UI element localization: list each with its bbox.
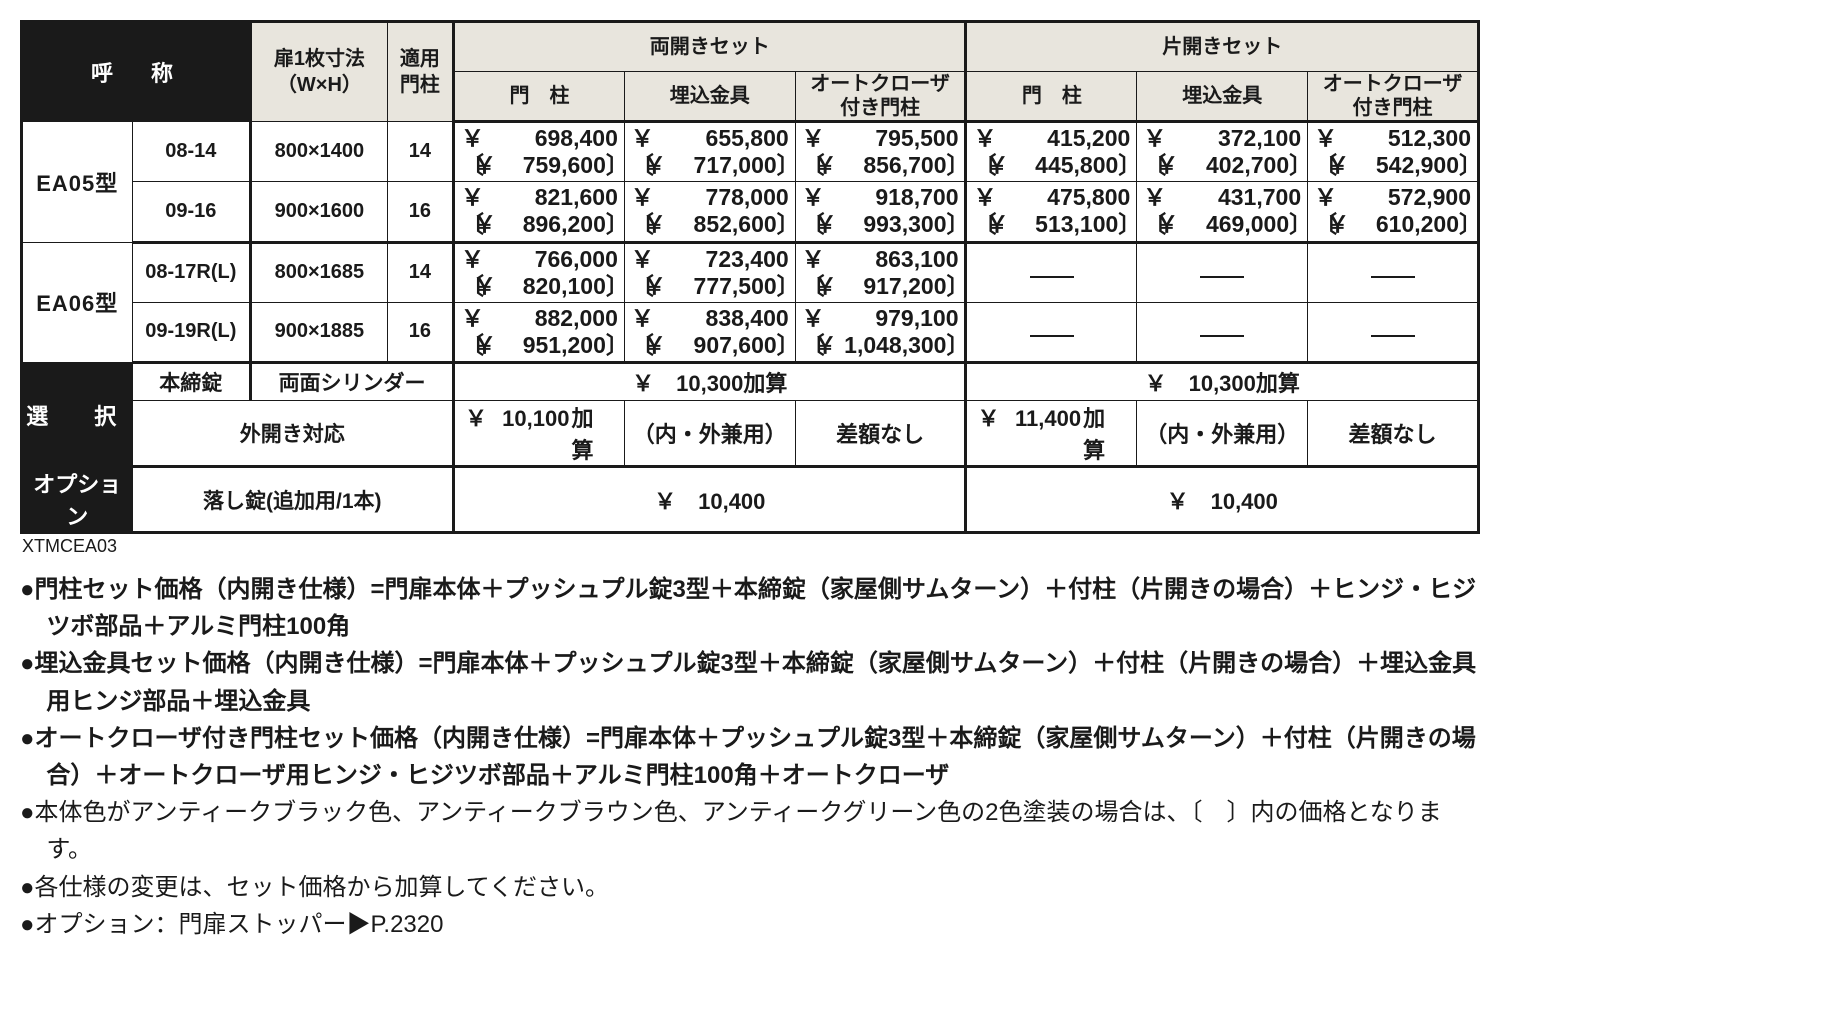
note-3: ●本体色がアンティークブラック色、アンティークブラウン色、アンティークグリーン色… [20, 794, 1480, 868]
price-0-1-4: ￥431,700〔￥469,000〕 [1137, 182, 1308, 242]
price-0-0-2: ￥795,500〔￥856,700〕 [795, 122, 966, 182]
pillar-1-0: 14 [387, 242, 453, 302]
select-d-auto: 差額なし [795, 401, 966, 467]
product-code: XTMCEA03 [22, 536, 1814, 557]
size-0-1: 09-16 [132, 182, 251, 242]
select-add-single: ￥ 10,300加算 [966, 363, 1479, 401]
price-0-1-3: ￥475,800〔￥513,100〕 [966, 182, 1137, 242]
dash [1308, 242, 1479, 302]
price-1-1-1: ￥838,400〔￥907,600〕 [624, 302, 795, 362]
dim-1-1: 900×1885 [251, 302, 388, 362]
hdr-d-pillar: 門 柱 [454, 72, 625, 122]
size-0-0: 08-14 [132, 122, 251, 182]
option-price-double: ￥ 10,400 [454, 467, 966, 533]
option-price-single: ￥ 10,400 [966, 467, 1479, 533]
price-0-0-4: ￥372,100〔￥402,700〕 [1137, 122, 1308, 182]
pillar-1-1: 16 [387, 302, 453, 362]
model-ea06: EA06型 [22, 242, 133, 363]
select-cylinder: 両面シリンダー [251, 363, 454, 401]
note-1: ●埋込金具セット価格（内開き仕様）=門扉本体＋プッシュプル錠3型＋本締錠（家屋側… [20, 645, 1480, 719]
dash [1137, 302, 1308, 362]
price-1-1-2: ￥979,100〔￥1,048,300〕 [795, 302, 966, 362]
hdr-pillar: 適用 門柱 [387, 22, 453, 122]
hdr-name: 呼 称 [22, 22, 251, 122]
hdr-double-set: 両開きセット [454, 22, 966, 72]
select-label: 選 択 [22, 363, 133, 467]
pillar-0-1: 16 [387, 182, 453, 242]
size-1-0: 08-17R(L) [132, 242, 251, 302]
dim-0-1: 900×1600 [251, 182, 388, 242]
select-d-embed: （内・外兼用） [624, 401, 795, 467]
select-outward: 外開き対応 [132, 401, 454, 467]
hdr-s-pillar: 門 柱 [966, 72, 1137, 122]
hdr-s-auto: オートクローザ 付き門柱 [1308, 72, 1479, 122]
price-1-0-2: ￥863,100〔￥917,200〕 [795, 242, 966, 302]
note-4: ●各仕様の変更は、セット価格から加算してください。 [20, 869, 1480, 906]
model-ea05: EA05型 [22, 122, 133, 243]
price-0-1-5: ￥572,900〔￥610,200〕 [1308, 182, 1479, 242]
size-1-1: 09-19R(L) [132, 302, 251, 362]
select-s-pillar-add: ￥11,400加算 [966, 401, 1137, 467]
hdr-d-embed: 埋込金具 [624, 72, 795, 122]
note-0: ●門柱セット価格（内開き仕様）=門扉本体＋プッシュプル錠3型＋本締錠（家屋側サム… [20, 571, 1480, 645]
note-2: ●オートクローザ付き門柱セット価格（内開き仕様）=門扉本体＋プッシュプル錠3型＋… [20, 720, 1480, 794]
price-1-0-1: ￥723,400〔￥777,500〕 [624, 242, 795, 302]
dash [966, 242, 1137, 302]
price-0-0-5: ￥512,300〔￥542,900〕 [1308, 122, 1479, 182]
dim-0-0: 800×1400 [251, 122, 388, 182]
hdr-s-embed: 埋込金具 [1137, 72, 1308, 122]
select-s-auto: 差額なし [1308, 401, 1479, 467]
select-add-double: ￥ 10,300加算 [454, 363, 966, 401]
pillar-0-0: 14 [387, 122, 453, 182]
price-0-1-2: ￥918,700〔￥993,300〕 [795, 182, 966, 242]
price-0-0-1: ￥655,800〔￥717,000〕 [624, 122, 795, 182]
select-lock: 本締錠 [132, 363, 251, 401]
option-label: オプション [22, 467, 133, 533]
dim-1-0: 800×1685 [251, 242, 388, 302]
price-0-0-3: ￥415,200〔￥445,800〕 [966, 122, 1137, 182]
price-0-1-1: ￥778,000〔￥852,600〕 [624, 182, 795, 242]
select-s-embed: （内・外兼用） [1137, 401, 1308, 467]
price-1-0-0: ￥766,000〔￥820,100〕 [454, 242, 625, 302]
price-1-1-0: ￥882,000〔￥951,200〕 [454, 302, 625, 362]
select-d-pillar-add: ￥10,100加算 [454, 401, 625, 467]
dash [1137, 242, 1308, 302]
hdr-single-set: 片開きセット [966, 22, 1479, 72]
notes-block: ●門柱セット価格（内開き仕様）=門扉本体＋プッシュプル錠3型＋本締錠（家屋側サム… [20, 571, 1480, 943]
option-drop-lock: 落し錠(追加用/1本) [132, 467, 454, 533]
price-0-1-0: ￥821,600〔￥896,200〕 [454, 182, 625, 242]
price-0-0-0: ￥698,400〔￥759,600〕 [454, 122, 625, 182]
hdr-d-auto: オートクローザ 付き門柱 [795, 72, 966, 122]
dash [966, 302, 1137, 362]
dash [1308, 302, 1479, 362]
note-5: ●オプション：門扉ストッパー▶P.2320 [20, 906, 1480, 943]
hdr-door-dim: 扉1枚寸法 （W×H） [251, 22, 388, 122]
price-table: 呼 称 扉1枚寸法 （W×H） 適用 門柱 両開きセット 片開きセット 門 柱 … [20, 20, 1480, 534]
